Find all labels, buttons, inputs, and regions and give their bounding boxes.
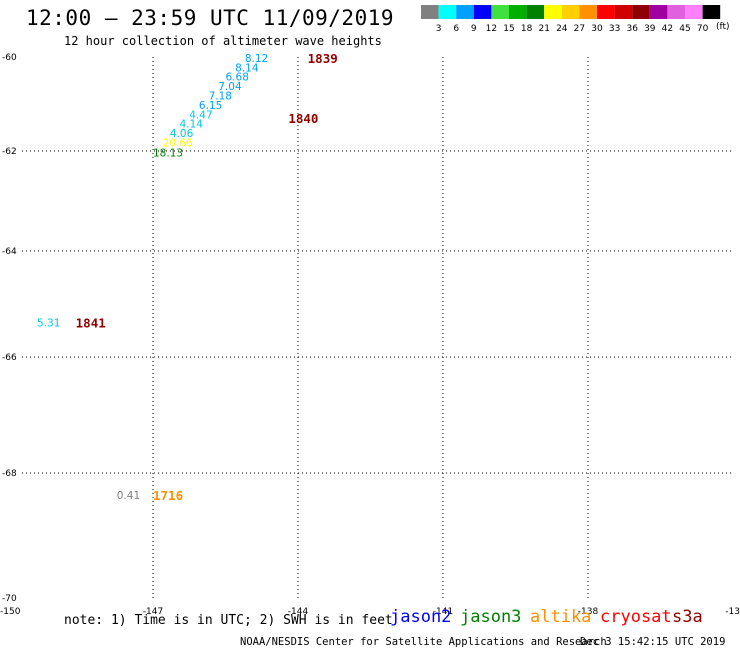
data-labels: 8.128.146.687.047.186.154.474.144.0620.6… [37, 51, 338, 503]
legend-swatch [614, 5, 633, 19]
generation-date: Dec 3 15:42:15 UTC 2019 [580, 636, 726, 648]
legend-tick-label: 15 [503, 24, 514, 34]
legend-tick-label: 24 [556, 24, 568, 34]
y-tick-label: -68 [2, 469, 17, 479]
legend-tick-label: 36 [626, 24, 638, 34]
swh-value-label: 20.66 [163, 138, 193, 150]
grid-lines [22, 57, 733, 598]
footer-note: note: 1) Time is in UTC; 2) SWH is in fe… [64, 613, 393, 628]
legend-unit-label: (ft) [716, 22, 730, 32]
swh-value-label: 5.31 [37, 318, 60, 330]
legend-tick-label: 45 [679, 24, 690, 34]
satellite-altika: altika [530, 607, 592, 627]
legend-swatch [597, 5, 615, 19]
swh-value-label: 7.18 [209, 91, 232, 103]
chart-subtitle: 12 hour collection of altimeter wave hei… [64, 34, 382, 48]
legend-swatch [579, 5, 597, 19]
y-tick-label: -66 [2, 353, 17, 363]
y-tick-label: -62 [2, 147, 17, 157]
swh-value-label: 4.47 [189, 109, 212, 121]
x-tick-label: -141 [433, 607, 453, 617]
legend-swatch [456, 5, 474, 19]
swh-value-label: 4.06 [170, 128, 194, 140]
legend-tick-label: 3 [436, 24, 442, 34]
legend-swatch [421, 5, 439, 19]
color-legend: 3 6 9 12 15 18 21 24 27 30 33 36 39 42 45 70 [421, 5, 721, 34]
time-label: 1840 [288, 111, 318, 126]
y-tick-label: -70 [2, 594, 17, 604]
x-tick-label: -138 [578, 607, 599, 617]
legend-tick-label: 42 [662, 24, 673, 34]
legend-tick-label: 30 [591, 24, 603, 34]
legend-swatch [702, 5, 721, 19]
satellite-jason2: jason2 [390, 607, 452, 627]
swh-value-label: 4.14 [180, 119, 204, 131]
y-tick-label: -64 [2, 247, 17, 257]
satellite-s3a: s3a [672, 607, 703, 627]
x-tick-label: -13 [725, 607, 740, 617]
legend-swatch [509, 5, 527, 19]
swh-value-label: 8.14 [235, 62, 259, 74]
legend-swatch [438, 5, 457, 19]
time-label: 1839 [308, 51, 338, 66]
x-tick-label: -147 [143, 607, 163, 617]
legend-tick-label: 70 [697, 24, 709, 34]
legend-swatch [649, 5, 668, 19]
legend-tick-label: 33 [609, 24, 620, 34]
swh-value-label: 18.13 [153, 148, 183, 160]
legend-tick-label: 21 [538, 24, 549, 34]
swh-value-label: 7.04 [218, 81, 242, 93]
time-label: 1841 [76, 316, 106, 331]
axis-ticks: -60 -62 -64 -66 -68 -70 -150 -147 -144 -141 -138 -1… [0, 53, 740, 617]
credit-line: NOAA/NESDIS Center for Satellite Applica… [240, 636, 607, 648]
x-tick-label: -150 [0, 607, 21, 617]
legend-swatch [632, 5, 650, 19]
swh-value-label: 6.15 [199, 100, 222, 112]
satellite-jason3: jason3 [460, 607, 522, 627]
legend-swatch [685, 5, 703, 19]
legend-swatch [544, 5, 562, 19]
satellite-cryosat: cryosat [600, 607, 672, 627]
legend-tick-label: 9 [471, 24, 477, 34]
swh-value-label: 8.12 [245, 53, 268, 65]
legend-tick-label: 18 [521, 24, 533, 34]
swh-value-label: 0.41 [117, 490, 140, 502]
time-label: 1716 [153, 488, 183, 503]
chart-title: 12:00 — 23:59 UTC 11/09/2019 [26, 6, 395, 30]
legend-tick-label: 27 [574, 24, 585, 34]
y-tick-label: -60 [2, 53, 17, 63]
x-tick-label: -144 [288, 607, 309, 617]
legend-tick-label: 39 [644, 24, 656, 34]
swh-value-label: 6.68 [226, 72, 249, 84]
legend-swatch [473, 5, 492, 19]
legend-swatch [667, 5, 685, 19]
legend-tick-label: 6 [453, 24, 459, 34]
legend-swatch [491, 5, 509, 19]
legend-swatch [526, 5, 545, 19]
legend-tick-label: 12 [486, 24, 497, 34]
legend-swatch [561, 5, 580, 19]
